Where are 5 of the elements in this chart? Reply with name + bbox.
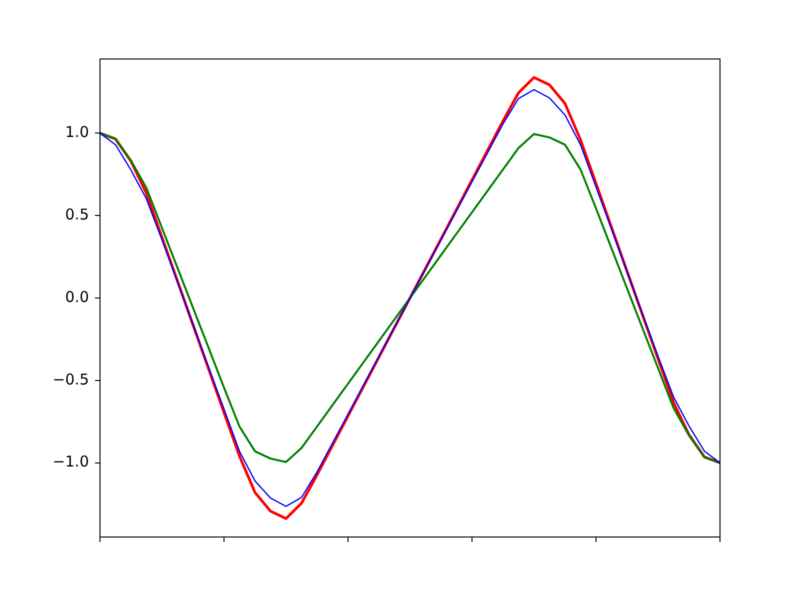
y-tick-label: −1.0	[52, 452, 89, 471]
y-tick-label: 0.5	[65, 205, 89, 224]
y-tick-label: −0.5	[52, 370, 89, 388]
y-tick-label: 0.0	[65, 288, 89, 306]
y-tick-label: 1.0	[65, 123, 89, 142]
